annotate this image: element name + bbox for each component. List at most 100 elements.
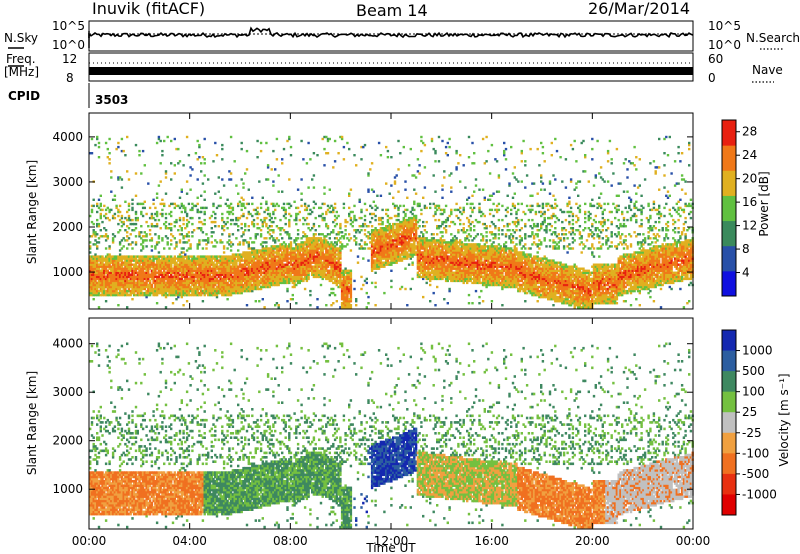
power-cell [189, 281, 192, 285]
power-cell [200, 206, 203, 210]
power-cell [182, 304, 185, 307]
power-cell [296, 233, 300, 236]
power-cell [219, 275, 222, 279]
power-cell [214, 212, 217, 216]
power-cell [217, 267, 220, 270]
power-cell [106, 291, 109, 295]
power-cell [219, 289, 222, 293]
power-cell [106, 281, 109, 285]
power-cell [321, 275, 324, 279]
power-cell [222, 259, 226, 262]
power-cell [298, 267, 301, 270]
power-cell [194, 281, 198, 285]
power-cell [314, 257, 317, 260]
power-cell [286, 249, 289, 252]
power-cell [222, 225, 226, 228]
power-cell [117, 257, 120, 260]
power-cell [155, 289, 159, 293]
power-cell [157, 251, 161, 254]
power-cell [397, 168, 400, 171]
power-cell [207, 283, 210, 287]
power-cell [170, 243, 173, 246]
power-cell [238, 259, 242, 262]
power-cell [106, 259, 109, 262]
power-cell [326, 265, 330, 268]
power-cell [103, 271, 106, 274]
power-cell [208, 283, 212, 287]
power-cell [131, 275, 134, 279]
power-cell [312, 265, 316, 268]
power-cell [252, 251, 256, 254]
power-cell [208, 271, 212, 274]
power-cell [126, 247, 129, 250]
power-cell [104, 265, 108, 268]
power-cell [247, 267, 250, 270]
power-cell [300, 263, 303, 266]
power-cell [279, 281, 282, 285]
power-cell [163, 273, 166, 276]
power-cell [111, 257, 115, 260]
power-cell [242, 283, 245, 287]
power-cell [247, 241, 250, 244]
power-cell [279, 233, 282, 236]
power-cell [282, 279, 286, 283]
power-cell [127, 208, 131, 212]
power-cell [265, 208, 268, 212]
power-cell [266, 231, 270, 234]
power-cell [311, 253, 314, 256]
power-cell [196, 271, 199, 274]
power-cell [286, 279, 289, 283]
power-cell [229, 275, 233, 279]
power-cell [275, 245, 279, 248]
power-cell [126, 231, 129, 234]
power-cell [189, 285, 192, 289]
power-cell [307, 261, 310, 264]
power-cell [113, 289, 117, 293]
power-cell [266, 271, 270, 274]
power-cell [163, 257, 166, 260]
power-cell [111, 289, 115, 293]
power-cell [108, 218, 111, 222]
power-cell [110, 255, 113, 258]
power-cell [171, 271, 175, 274]
power-cell [288, 233, 291, 236]
power-cell [296, 279, 300, 283]
power-cell [203, 255, 206, 258]
power-cell [192, 279, 196, 283]
power-cell [138, 289, 141, 293]
power-cell [155, 283, 159, 287]
power-cell [237, 216, 240, 220]
power-cell [136, 202, 139, 206]
power-cell [180, 293, 183, 297]
power-cell [226, 263, 229, 266]
power-cell [263, 257, 266, 260]
power-cell [106, 253, 109, 256]
power-cell [118, 279, 122, 283]
power-cell [231, 233, 235, 236]
power-cell [319, 247, 323, 250]
power-cell [235, 184, 238, 187]
power-cell [275, 137, 279, 141]
power-cell [328, 237, 331, 240]
power-cell [138, 149, 141, 153]
power-cell [136, 279, 139, 283]
power-cell [133, 267, 136, 270]
power-cell [263, 241, 266, 244]
power-cell [340, 231, 344, 234]
power-cell [265, 257, 268, 260]
power-cell [173, 237, 176, 240]
power-cell [259, 281, 263, 285]
power-cell [168, 277, 171, 281]
power-cell [332, 287, 335, 291]
power-cell [164, 192, 168, 195]
power-cell [117, 176, 120, 179]
power-cell [318, 245, 321, 248]
power-cell [166, 237, 169, 240]
power-cell [256, 216, 259, 220]
power-cell [189, 263, 192, 266]
power-cell [148, 216, 152, 220]
power-cell [155, 285, 159, 289]
power-cell [293, 255, 296, 258]
power-cell [150, 225, 154, 228]
power-cell [325, 222, 328, 226]
